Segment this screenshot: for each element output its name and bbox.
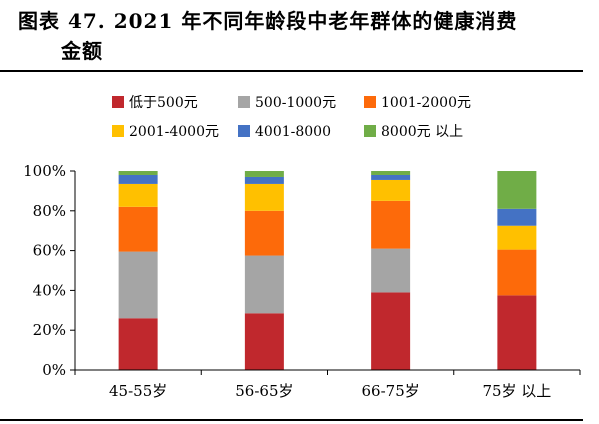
x-tick-label: 45-55岁 (109, 382, 167, 400)
legend: 低于500元 500-1000元 1001-2000元 2001-4000元 4001-… (112, 95, 471, 140)
bar-segment (244, 171, 284, 177)
bar-segment (118, 174, 158, 184)
bar-segment (244, 313, 284, 370)
legend-swatch (364, 96, 376, 108)
legend-label: 8000元 以上 (381, 124, 463, 140)
bar-segment (371, 179, 411, 201)
legend-swatch (112, 96, 124, 108)
y-axis: 0% 20% 40% 60% 80% 100% (23, 162, 76, 379)
y-tick-label: 60% (33, 242, 66, 260)
bar-segment (118, 318, 158, 370)
title-line-1: 图表 47. 2021 年不同年龄段中老年群体的健康消费 (18, 9, 518, 33)
x-tick-label: 66-75岁 (362, 382, 420, 400)
y-tick-label: 80% (33, 202, 66, 220)
bar-segment (244, 176, 284, 184)
bar-segment (497, 249, 537, 296)
bar-segment (371, 171, 411, 175)
y-tick-label: 40% (33, 281, 66, 299)
x-tick-label: 75岁 以上 (482, 382, 551, 400)
legend-swatch (364, 125, 376, 137)
bar-segment (118, 183, 158, 207)
bar-segment (118, 171, 158, 175)
legend-swatch (112, 125, 124, 137)
title-line-2: 金额 (61, 39, 103, 63)
legend-label: 2001-4000元 (129, 124, 219, 140)
bottom-rule (0, 419, 583, 421)
bars (118, 171, 537, 370)
top-rule (0, 70, 583, 72)
bar-segment (497, 171, 537, 209)
legend-label: 1001-2000元 (381, 95, 471, 111)
y-tick-label: 100% (23, 162, 66, 180)
bar-segment (371, 292, 411, 370)
bar-segment (118, 206, 158, 252)
bar-segment (371, 174, 411, 180)
bar-segment (244, 255, 284, 314)
bar-segment (118, 251, 158, 319)
x-tick-label: 56-65岁 (235, 382, 293, 400)
y-tick-label: 0% (42, 361, 66, 379)
legend-label: 500-1000元 (255, 95, 336, 111)
bar-segment (497, 208, 537, 226)
bar-segment (244, 183, 284, 211)
legend-swatch (238, 125, 250, 137)
legend-swatch (238, 96, 250, 108)
chart-title: 图表 47. 2021 年不同年龄段中老年群体的健康消费 金额 (18, 6, 588, 66)
legend-label: 4001-8000 (255, 124, 331, 140)
bar-segment (244, 210, 284, 256)
bar-segment (371, 248, 411, 293)
legend-label: 低于500元 (129, 95, 198, 111)
y-tick-label: 20% (33, 321, 66, 339)
bar-segment (497, 295, 537, 370)
bar-segment (371, 200, 411, 249)
x-axis: 45-55岁 56-65岁 66-75岁 75岁 以上 (74, 369, 581, 400)
bar-segment (497, 225, 537, 250)
